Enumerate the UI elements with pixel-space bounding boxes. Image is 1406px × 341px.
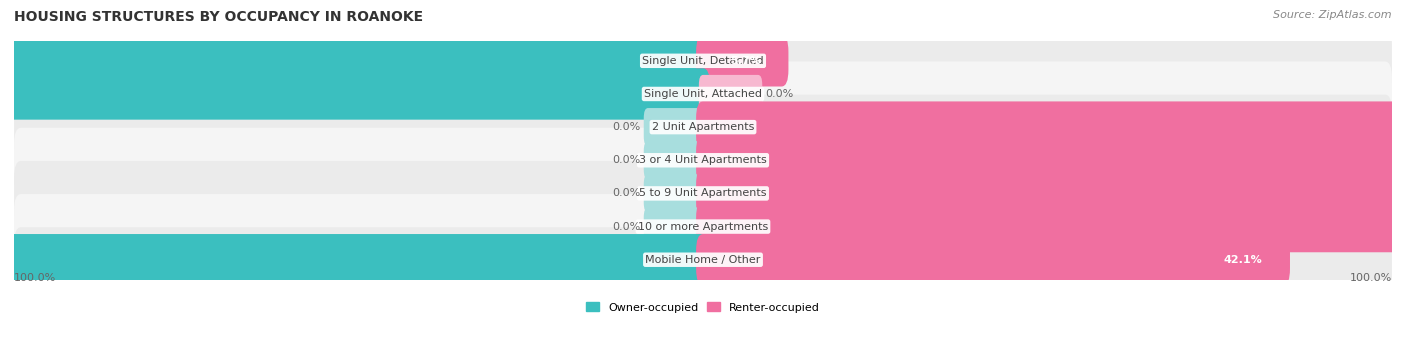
Text: 100.0%: 100.0% [14,273,56,283]
Text: 0.0%: 0.0% [613,189,641,198]
FancyBboxPatch shape [696,135,1406,186]
FancyBboxPatch shape [696,35,789,87]
FancyBboxPatch shape [699,75,762,113]
FancyBboxPatch shape [14,161,1392,226]
FancyBboxPatch shape [14,61,1392,127]
FancyBboxPatch shape [0,68,710,120]
FancyBboxPatch shape [14,28,1392,93]
Text: Source: ZipAtlas.com: Source: ZipAtlas.com [1274,10,1392,20]
FancyBboxPatch shape [14,94,1392,160]
Text: 10 or more Apartments: 10 or more Apartments [638,222,768,232]
Text: 100.0%: 100.0% [1350,273,1392,283]
Text: 0.0%: 0.0% [613,155,641,165]
FancyBboxPatch shape [0,234,710,285]
FancyBboxPatch shape [644,141,707,179]
FancyBboxPatch shape [696,101,1406,153]
FancyBboxPatch shape [14,128,1392,193]
FancyBboxPatch shape [696,201,1406,252]
Text: Single Unit, Detached: Single Unit, Detached [643,56,763,66]
FancyBboxPatch shape [14,227,1392,292]
Text: HOUSING STRUCTURES BY OCCUPANCY IN ROANOKE: HOUSING STRUCTURES BY OCCUPANCY IN ROANO… [14,10,423,24]
Text: 0.0%: 0.0% [765,89,793,99]
FancyBboxPatch shape [696,234,1289,285]
FancyBboxPatch shape [644,108,707,146]
Text: 5 to 9 Unit Apartments: 5 to 9 Unit Apartments [640,189,766,198]
Legend: Owner-occupied, Renter-occupied: Owner-occupied, Renter-occupied [581,298,825,317]
FancyBboxPatch shape [644,208,707,246]
Text: 42.1%: 42.1% [1223,255,1263,265]
FancyBboxPatch shape [14,194,1392,259]
Text: 0.0%: 0.0% [613,222,641,232]
Text: Single Unit, Attached: Single Unit, Attached [644,89,762,99]
FancyBboxPatch shape [644,174,707,212]
FancyBboxPatch shape [696,168,1406,219]
Text: 2 Unit Apartments: 2 Unit Apartments [652,122,754,132]
FancyBboxPatch shape [0,35,710,87]
Text: 0.0%: 0.0% [613,122,641,132]
Text: Mobile Home / Other: Mobile Home / Other [645,255,761,265]
Text: 3 or 4 Unit Apartments: 3 or 4 Unit Apartments [640,155,766,165]
Text: 5.7%: 5.7% [730,56,761,66]
